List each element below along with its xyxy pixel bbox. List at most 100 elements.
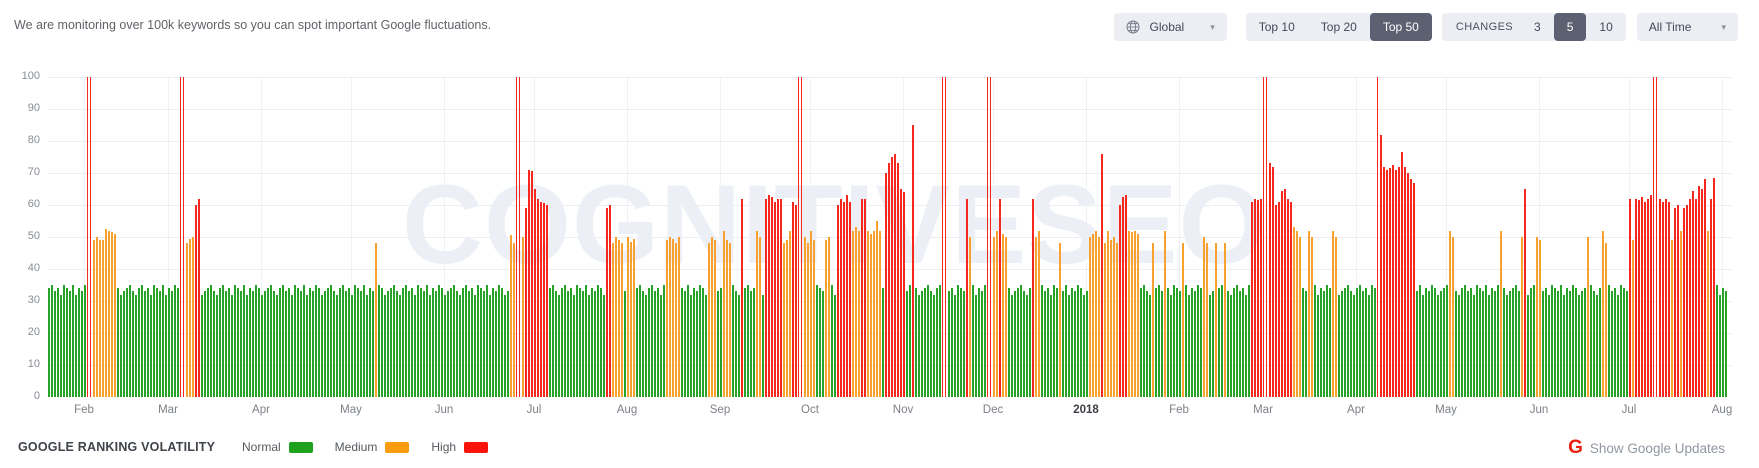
top-filter-option-top-50[interactable]: Top 50: [1369, 13, 1432, 41]
volatility-bar-normal: [1350, 291, 1352, 397]
volatility-bar-normal: [480, 288, 482, 397]
volatility-bar-normal: [1497, 285, 1499, 397]
volatility-bar-normal: [1575, 288, 1577, 397]
volatility-bar-normal: [1302, 288, 1304, 397]
volatility-bar-high: [1407, 173, 1409, 397]
volatility-bar-medium: [855, 227, 857, 397]
volatility-bar-normal: [921, 291, 923, 397]
volatility-bar-normal: [405, 285, 407, 397]
volatility-bar-normal: [600, 288, 602, 397]
gridline-month: [84, 77, 85, 397]
volatility-bar-medium: [1449, 230, 1451, 397]
volatility-bar-high: [780, 198, 782, 397]
top-filter-option-top-10[interactable]: Top 10: [1258, 20, 1295, 34]
volatility-bar-normal: [336, 294, 338, 397]
volatility-bar-high: [1284, 189, 1286, 397]
volatility-bar-normal: [291, 294, 293, 397]
volatility-bar-normal: [738, 294, 740, 397]
volatility-bar-medium: [114, 233, 116, 397]
volatility-bar-normal: [657, 288, 659, 397]
volatility-bar-normal: [75, 294, 77, 397]
volatility-bar-normal: [1056, 288, 1058, 397]
volatility-bar-medium: [1203, 237, 1205, 397]
volatility-bar-medium: [630, 241, 632, 397]
volatility-bar-normal: [399, 294, 401, 397]
volatility-bar-normal: [588, 294, 590, 397]
volatility-bar-normal: [1611, 291, 1613, 397]
volatility-bar-normal: [279, 288, 281, 397]
legend-label: Normal: [242, 440, 281, 454]
volatility-bar-high: [1260, 198, 1262, 397]
volatility-bar-normal: [51, 285, 53, 397]
volatility-bar-normal: [690, 294, 692, 397]
volatility-bar-normal: [933, 294, 935, 397]
volatility-bar-normal: [1725, 291, 1727, 397]
volatility-bar-normal: [72, 285, 74, 397]
volatility-bar-normal: [1029, 288, 1031, 397]
volatility-bar-medium: [759, 237, 761, 397]
volatility-bar-medium: [969, 237, 971, 397]
volatility-bar-normal: [300, 291, 302, 397]
volatility-bar-normal: [1221, 285, 1223, 397]
volatility-bar-normal: [1416, 291, 1418, 397]
volatility-bar-normal: [972, 285, 974, 397]
volatility-bar-high: [792, 201, 794, 397]
show-google-updates-toggle[interactable]: G Show Google Updates: [1568, 437, 1725, 459]
region-dropdown[interactable]: Global ▾: [1113, 13, 1227, 41]
volatility-bar-high: [1254, 198, 1256, 397]
volatility-bar-medium: [1605, 243, 1607, 397]
volatility-bar-normal: [1170, 294, 1172, 397]
volatility-bar-normal: [471, 288, 473, 397]
volatility-bar-normal: [144, 291, 146, 397]
volatility-bar-normal: [1329, 288, 1331, 397]
volatility-bar-medium: [192, 237, 194, 397]
volatility-bar-normal: [318, 288, 320, 397]
changes-option-5[interactable]: 5: [1553, 13, 1587, 41]
volatility-bar-high: [777, 198, 779, 397]
volatility-bar-normal: [288, 288, 290, 397]
volatility-bar-spike: [1266, 77, 1267, 397]
volatility-bar-normal: [1509, 291, 1511, 397]
volatility-bar-medium: [873, 230, 875, 397]
volatility-bar-normal: [915, 288, 917, 397]
volatility-bar-normal: [1512, 288, 1514, 397]
time-range-dropdown[interactable]: All Time ▾: [1636, 13, 1738, 41]
y-axis-tick: 40: [27, 262, 40, 274]
chart-title: GOOGLE RANKING VOLATILITY: [18, 440, 216, 454]
volatility-bar-normal: [1083, 294, 1085, 397]
volatility-bar-medium: [105, 229, 107, 397]
volatility-bar-normal: [1542, 291, 1544, 397]
volatility-bar-medium: [1038, 230, 1040, 397]
top-filter-option-top-20[interactable]: Top 20: [1320, 20, 1357, 34]
volatility-bar-normal: [1080, 288, 1082, 397]
volatility-bar-medium: [1332, 230, 1334, 397]
volatility-bar-normal: [882, 288, 884, 397]
volatility-bar-medium: [672, 238, 674, 397]
volatility-bar-normal: [1569, 291, 1571, 397]
volatility-bar-high: [891, 157, 893, 397]
volatility-bar-high: [1701, 189, 1703, 397]
x-axis-month-label: Aug: [616, 404, 638, 416]
changes-option-10[interactable]: 10: [1599, 20, 1613, 34]
volatility-bar-normal: [1200, 288, 1202, 397]
x-axis-month-label: 2018: [1073, 404, 1099, 416]
volatility-bar-normal: [1557, 291, 1559, 397]
volatility-bar-normal: [1359, 285, 1361, 397]
volatility-bar-normal: [393, 285, 395, 397]
volatility-bar-normal: [1317, 294, 1319, 397]
volatility-bar-medium: [876, 221, 878, 397]
volatility-bar-medium: [810, 230, 812, 397]
volatility-bar-normal: [1239, 291, 1241, 397]
volatility-bar-high: [546, 205, 548, 397]
volatility-bar-medium: [96, 237, 98, 397]
volatility-bar-normal: [1341, 291, 1343, 397]
volatility-bar-normal: [120, 294, 122, 397]
volatility-bar-medium: [1113, 237, 1115, 397]
volatility-bar-normal: [654, 291, 656, 397]
changes-option-3[interactable]: 3: [1534, 20, 1541, 34]
volatility-bar-medium: [993, 237, 995, 397]
volatility-bar-normal: [555, 291, 557, 397]
volatility-bar-high: [1686, 205, 1688, 397]
legend: Normal Medium High: [242, 440, 510, 454]
volatility-bar-normal: [168, 288, 170, 397]
